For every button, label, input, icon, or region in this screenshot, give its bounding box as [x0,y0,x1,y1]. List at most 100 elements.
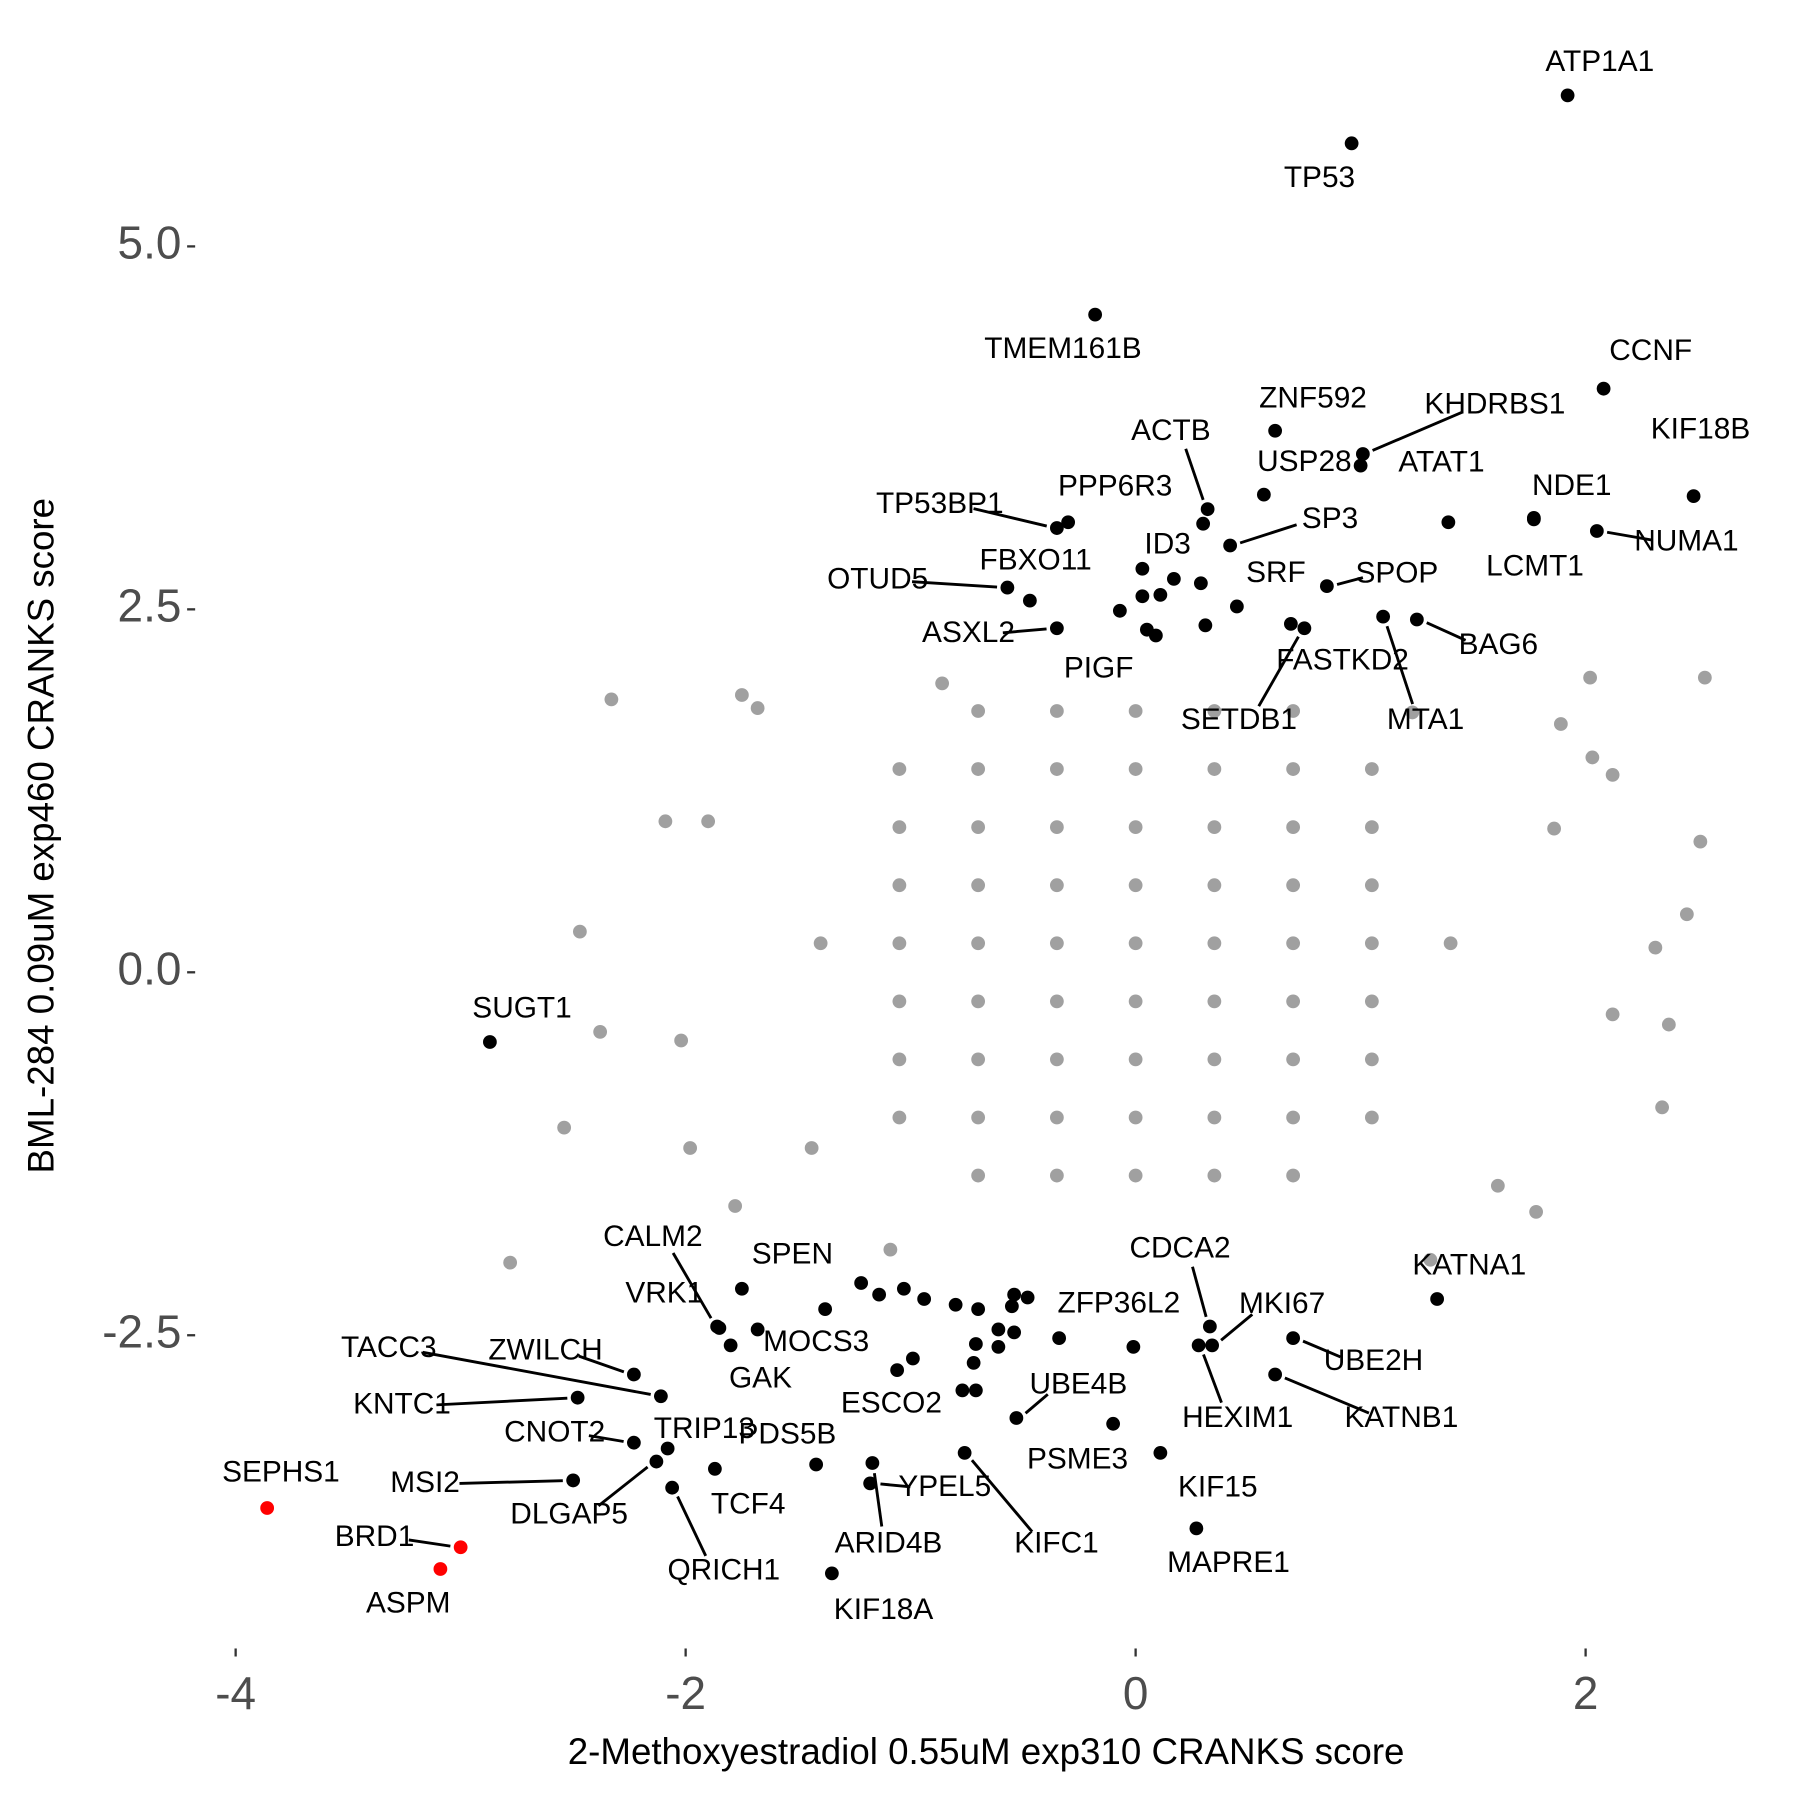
point [1596,381,1611,396]
point-label: NUMA1 [1634,524,1738,557]
point [1693,834,1708,849]
point [1207,820,1222,835]
point-label: ESCO2 [841,1386,942,1419]
point-label: CNOT2 [504,1415,605,1448]
point [1049,1110,1064,1125]
point [1191,1338,1206,1353]
point [701,814,716,829]
point [971,762,986,776]
point [1605,1007,1620,1022]
point-label: ZNF592 [1259,382,1367,415]
point [627,1435,641,1450]
point [892,1052,907,1067]
point [883,1242,898,1257]
leader-line [436,1396,568,1407]
point-label: ATAT1 [1398,446,1484,479]
point [1286,878,1301,893]
point [1128,1110,1143,1125]
point [865,1456,880,1470]
point-label: SUGT1 [472,992,571,1025]
point-label: KHDRBS1 [1424,388,1565,421]
point [1196,516,1211,531]
point [1207,1052,1222,1067]
point [1686,489,1701,503]
point [1353,458,1368,473]
point [1202,1319,1217,1334]
point [1061,515,1076,530]
point [1022,593,1037,608]
point [854,1276,869,1290]
point [971,820,986,835]
point [1189,1521,1204,1536]
point [905,1351,920,1366]
leader-line [1239,523,1298,545]
point-label: KIFC1 [1014,1527,1099,1560]
point [503,1255,518,1270]
point [1049,762,1064,776]
leader-line [422,1350,651,1396]
point-label: DLGAP5 [510,1497,628,1530]
point-label: NDE1 [1532,469,1612,502]
point [1364,1052,1379,1067]
point [1207,1110,1222,1125]
point [728,1199,743,1213]
point-label: USP28 [1257,445,1352,478]
point-label: KIF18A [834,1593,934,1626]
point-label: TP53BP1 [876,487,1004,520]
point-label: BAG6 [1459,628,1539,661]
point [1128,820,1143,835]
leader-line [1284,1376,1370,1415]
point [734,1281,749,1296]
leader-line [1184,448,1205,501]
point [1268,423,1283,438]
point [1207,704,1222,718]
point [971,1110,986,1125]
point [1223,538,1238,553]
leader-line [671,1252,713,1319]
point [968,1337,983,1351]
point [1286,1168,1301,1183]
point [935,676,950,691]
point-label: SRF [1246,556,1306,589]
point [892,762,907,776]
point [1128,994,1143,1009]
point [573,924,587,939]
point [566,1473,581,1488]
point-label: ID3 [1144,528,1190,561]
point [1605,767,1620,782]
point [971,1052,986,1067]
leader-line [459,1479,563,1485]
point [654,1389,668,1404]
point [683,1141,698,1155]
point [1207,994,1222,1009]
point [750,701,765,715]
point [433,1562,448,1576]
y-tick-label: 2.5 [118,579,182,631]
leader-line [1202,1354,1223,1404]
point [1004,1299,1019,1314]
point [1135,561,1150,576]
point [1009,1411,1024,1425]
point [1344,136,1359,151]
point-label: CDCA2 [1129,1232,1230,1265]
leader-line [973,507,1048,528]
point [1207,762,1222,776]
point [1648,940,1663,955]
point [1286,762,1301,776]
point [971,994,986,1009]
point [966,1355,981,1370]
point [1409,612,1424,627]
leader-line [872,1472,884,1527]
point [1198,618,1213,633]
point [1297,621,1312,636]
leader-line [970,1459,1034,1533]
point-label: MOCS3 [763,1325,869,1358]
point [1364,936,1379,951]
point [1007,1287,1022,1302]
point [260,1501,275,1515]
point-label: KIF18B [1651,413,1750,446]
point [896,1281,911,1296]
point [1106,1416,1121,1431]
